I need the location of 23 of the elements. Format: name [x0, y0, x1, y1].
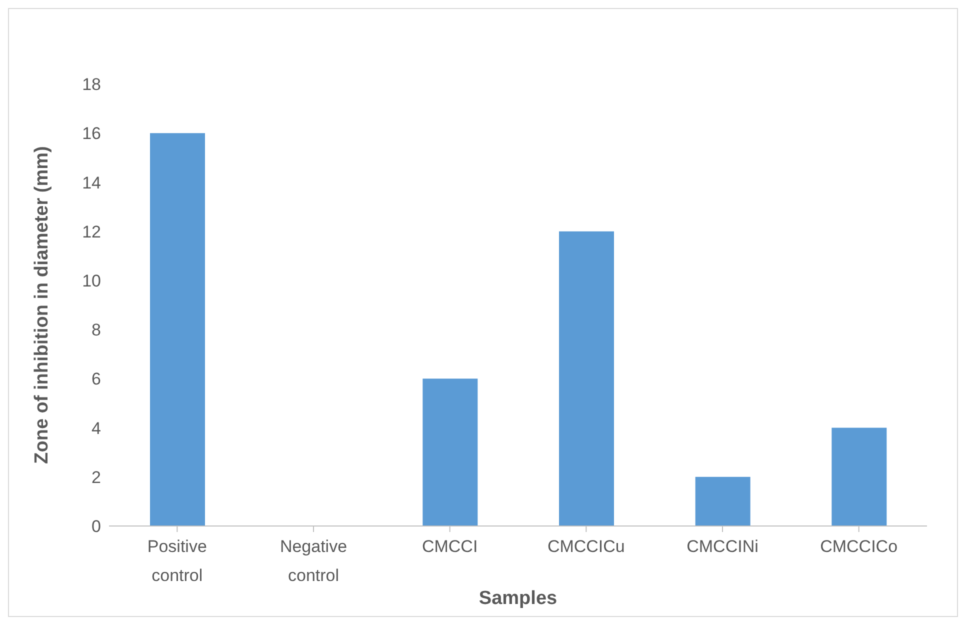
x-axis-title: Samples [478, 588, 558, 609]
bar [559, 231, 614, 526]
y-axis-title: Zone of inhibition in diameter (mm) [32, 146, 53, 464]
bar [150, 133, 205, 526]
y-tick-label: 6 [92, 370, 101, 389]
x-tick-label: CMCCI [422, 537, 478, 556]
y-tick-label: 0 [92, 517, 101, 536]
bar [695, 476, 750, 526]
y-tick-label: 8 [92, 320, 101, 340]
y-tick-label: 12 [82, 222, 101, 242]
bar [832, 428, 887, 526]
y-tick-label: 4 [92, 418, 101, 438]
y-tick-label: 2 [92, 468, 101, 487]
y-tick-label: 14 [82, 173, 101, 192]
x-tick-label: CMCCICu [547, 537, 625, 556]
y-tick-label: 18 [82, 75, 101, 94]
y-tick-label: 16 [82, 124, 101, 144]
bar [422, 378, 478, 526]
y-tick-label: 10 [82, 271, 101, 290]
x-tick-label: Positive control [147, 537, 207, 586]
x-tick-label: Negative control [280, 537, 348, 586]
x-tick-label: CMCCICo [820, 537, 898, 556]
x-tick-label: CMCCINi [686, 537, 758, 556]
